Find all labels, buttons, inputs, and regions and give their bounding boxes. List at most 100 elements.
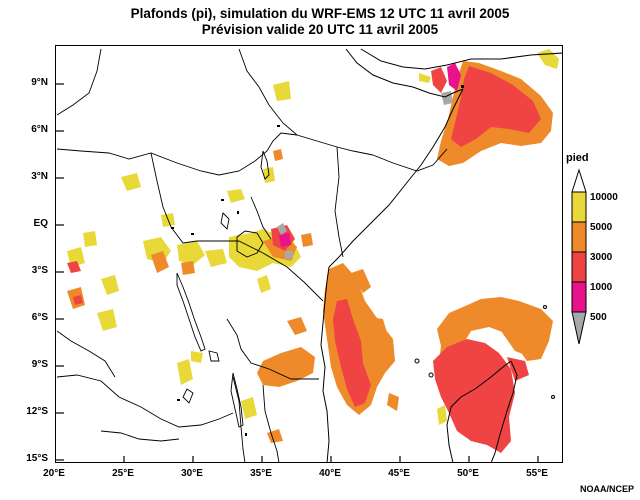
speck: [237, 211, 239, 214]
ceiling-areas: [67, 49, 559, 453]
legend-label-1000: 1000: [590, 282, 613, 293]
ceiling-area-somalia-gray: [441, 91, 453, 105]
border-congo: [150, 152, 239, 244]
border-sudan-chad: [56, 48, 102, 116]
ceiling-area-kenya-yellow-4: [257, 275, 271, 293]
legend-arrow-top: [571, 168, 587, 193]
coastline-madagascar: [490, 360, 518, 462]
ceiling-area-somalia-yellow: [537, 49, 559, 69]
lon-label-20e: 20°E: [43, 468, 65, 479]
misc-marks: [171, 85, 464, 436]
border-zambia: [56, 374, 234, 428]
border-sudan-ethiopia: [238, 48, 374, 156]
lat-label-9s: 9°S: [31, 359, 48, 370]
coastlines: [320, 48, 562, 462]
border-uganda: [250, 196, 272, 240]
lake-victoria: [236, 230, 264, 258]
legend-swatch-1000: [571, 281, 587, 313]
lake-malawi: [230, 372, 244, 428]
ceiling-area-tanzania-red: [333, 299, 371, 407]
ceiling-area-south-yellow: [177, 359, 193, 385]
ceiling-area-gulf-yellow: [419, 73, 431, 83]
ceiling-area-tanzania-orange-3: [371, 317, 387, 335]
ceiling-area-kenya-yellow-2: [273, 81, 291, 101]
credit-label: NOAA/NCEP: [579, 484, 634, 494]
coastline-tanzania: [320, 266, 330, 462]
speck: [277, 125, 280, 127]
tick-marks: [56, 83, 539, 462]
speck: [177, 399, 180, 401]
ceiling-area-west-yellow-3: [67, 247, 85, 267]
ceiling-area-west-yellow-2: [83, 231, 97, 247]
border-angola: [56, 330, 116, 378]
lat-label-9n: 9°N: [31, 77, 48, 88]
ceiling-area-west-red: [67, 261, 81, 273]
border-tanzania-kenya: [238, 240, 324, 302]
lon-label-30e: 30°E: [181, 468, 203, 479]
speck: [461, 85, 464, 88]
ceiling-area-inland-orange-3: [267, 429, 283, 443]
lon-label-35e: 35°E: [250, 468, 272, 479]
speck: [221, 199, 224, 201]
ceiling-area-ocean-red: [433, 339, 515, 453]
coastline-red-sea: [345, 48, 464, 98]
ceiling-area-west-red-2: [73, 295, 83, 305]
map-canvas: [56, 48, 562, 462]
coastline-somalia: [328, 88, 464, 268]
ceiling-area-somalia-red-2: [431, 67, 447, 93]
ceiling-area-somalia-magenta: [447, 63, 461, 91]
ceiling-area-south-yellow-2: [191, 351, 203, 363]
lat-label-3n: 3°N: [31, 171, 48, 182]
ceiling-area-ocean-yellow: [437, 405, 447, 425]
lat-label-12s: 12°S: [26, 406, 48, 417]
ceiling-area-west-yellow-4: [101, 275, 119, 295]
legend-swatch-10000: [571, 191, 587, 223]
lake-albert: [220, 212, 230, 230]
ceiling-area-congo-orange: [151, 251, 169, 273]
island-comoros-2: [428, 372, 434, 378]
border-car: [56, 148, 256, 176]
ceiling-area-somalia-red: [451, 66, 541, 147]
lon-label-40e: 40°E: [319, 468, 341, 479]
ceiling-area-kenya-magenta: [279, 233, 291, 247]
lake-turkana: [260, 150, 270, 180]
border-ethiopia-somalia: [372, 148, 448, 172]
lon-label-25e: 25°E: [112, 468, 134, 479]
lat-label-6s: 6°S: [31, 312, 48, 323]
speck: [171, 227, 174, 229]
coastline-madagascar-west: [446, 360, 512, 462]
country-borders: [56, 48, 448, 462]
legend-label-500: 500: [590, 312, 607, 323]
coastline-arabia: [360, 48, 562, 70]
ceiling-area-inland-orange-2: [287, 317, 307, 335]
border-mozambique: [262, 384, 280, 462]
ceiling-area-kenya-gray: [277, 223, 287, 235]
border-malawi: [232, 376, 246, 462]
lon-label-45e: 45°E: [388, 468, 410, 479]
ceiling-area-congo-yellow-2: [177, 241, 205, 265]
legend-swatch-3000: [571, 251, 587, 283]
ceiling-area-tanzania-orange-2: [351, 269, 371, 293]
legend-label-5000: 5000: [590, 222, 613, 233]
lon-label-55e: 55°E: [526, 468, 548, 479]
island-seychelles-2: [551, 395, 555, 399]
island-comoros: [414, 358, 420, 364]
lat-label-eq: EQ: [33, 218, 48, 229]
ceiling-area-inland-orange: [257, 347, 315, 387]
ceiling-area-ocean-orange-2: [501, 327, 537, 357]
ceiling-area-tanzania-orange-4: [387, 393, 399, 411]
border-kenya-somalia: [334, 146, 344, 258]
lat-label-6n: 6°N: [31, 124, 48, 135]
map-panel[interactable]: [55, 45, 563, 463]
lat-label-15s: 15°S: [26, 453, 48, 464]
border-tanzania-zambia: [226, 318, 319, 380]
ceiling-area-west-yellow: [121, 173, 141, 191]
ceiling-area-west-yellow-5: [97, 309, 117, 331]
border-zambia-south: [100, 430, 180, 442]
speck: [191, 233, 194, 235]
lake-bangweulu: [182, 388, 194, 404]
legend-label-10000: 10000: [590, 192, 618, 203]
map-title: Plafonds (pi), simulation du WRF-EMS 12 …: [130, 6, 510, 21]
ceiling-area-ocean-red-2: [507, 357, 529, 381]
lake-tanganyika: [176, 272, 206, 352]
